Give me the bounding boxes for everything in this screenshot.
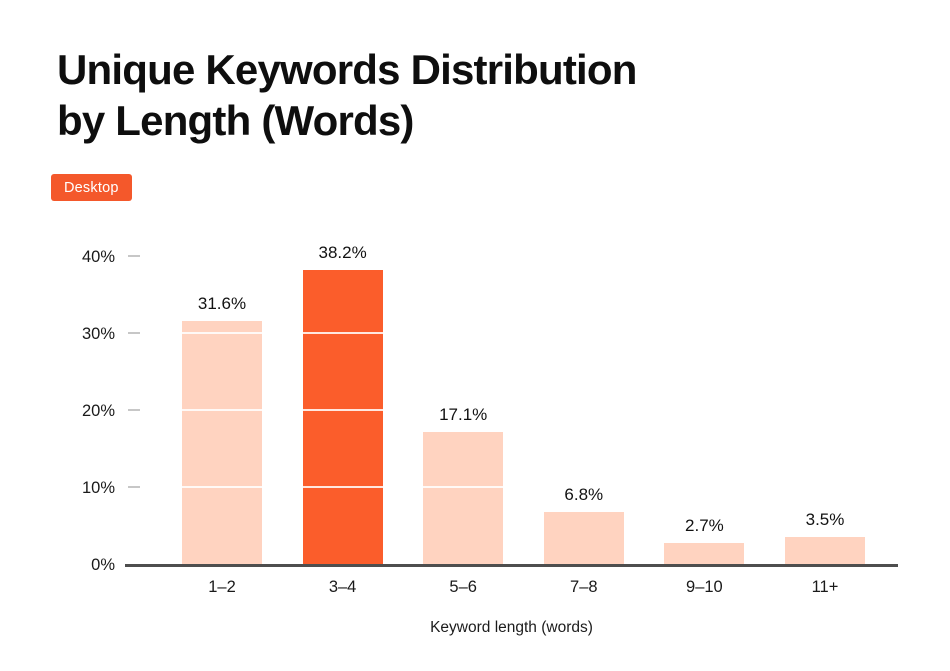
x-axis-line <box>125 564 898 567</box>
bar-5–6[interactable] <box>423 432 504 564</box>
bar-grid-line <box>302 485 383 488</box>
bar-grid-line <box>182 485 262 488</box>
bar-value-label: 3.5% <box>805 510 845 530</box>
bar-grid-line <box>423 485 504 488</box>
bar-value-label: 2.7% <box>685 516 724 536</box>
y-tick-label: 10% <box>81 479 115 497</box>
bar-value-label: 17.1% <box>439 405 488 425</box>
y-tick-dash <box>128 255 140 257</box>
device-badge-label: Desktop <box>64 179 119 196</box>
bar-1–2[interactable] <box>182 320 262 564</box>
bar-grid-line <box>182 331 262 334</box>
bar-value-label: 6.8% <box>564 484 604 504</box>
y-tick-dash <box>128 332 140 334</box>
x-axis-title: Keyword length (words) <box>430 619 593 636</box>
x-tick-label: 1–2 <box>208 578 236 596</box>
bar-value-label: 31.6% <box>197 293 247 313</box>
bar-grid-line <box>182 408 262 411</box>
bar-7–8[interactable] <box>543 511 624 564</box>
device-badge-desktop: Desktop <box>51 174 132 201</box>
bar-3–4[interactable] <box>302 269 383 564</box>
bar-11+[interactable] <box>785 537 865 564</box>
y-tick-dash <box>128 409 140 411</box>
x-tick-label: 9–10 <box>686 578 723 596</box>
x-tick-label: 7–8 <box>570 578 598 596</box>
bar-grid-line <box>302 408 383 411</box>
y-tick-label: 40% <box>81 248 115 266</box>
page-title: Unique Keywords Distribution by Length (W… <box>57 44 637 146</box>
bar-9–10[interactable] <box>664 543 745 564</box>
y-tick-label: 30% <box>81 325 115 343</box>
bar-value-label: 38.2% <box>318 242 367 262</box>
page-title-line1: Unique Keywords Distribution <box>57 46 637 93</box>
x-tick-label: 3–4 <box>328 578 357 596</box>
page-title-line2: by Length (Words) <box>57 97 414 144</box>
bar-grid-line <box>302 331 383 334</box>
y-tick-dash <box>128 486 140 488</box>
x-tick-label: 5–6 <box>449 578 477 596</box>
x-tick-label: 11+ <box>811 578 839 596</box>
y-tick-label: 20% <box>81 402 115 420</box>
y-tick-label: 0% <box>91 556 115 574</box>
